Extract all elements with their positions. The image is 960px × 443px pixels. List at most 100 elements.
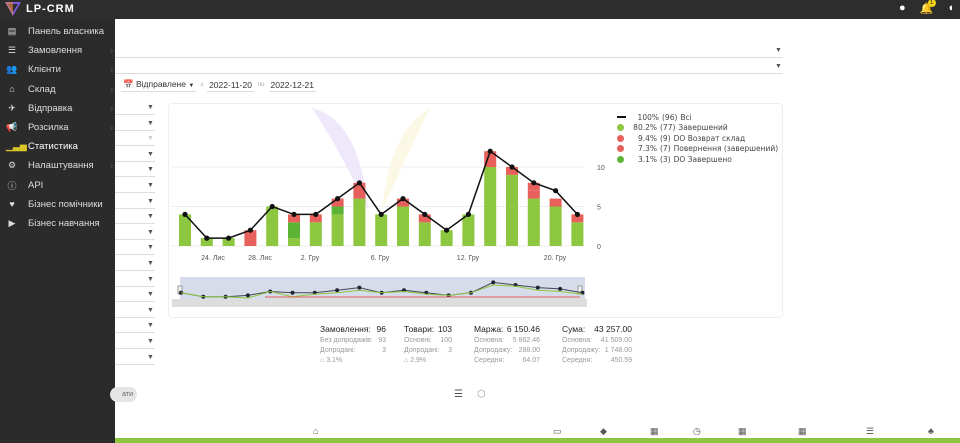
navigator-scrollbar[interactable] bbox=[172, 299, 587, 307]
chevron-down-icon[interactable]: ▼ bbox=[775, 63, 782, 70]
line-point[interactable] bbox=[553, 188, 559, 194]
bar-segment[interactable] bbox=[418, 222, 431, 246]
line-point[interactable] bbox=[509, 164, 515, 170]
bar-segment[interactable] bbox=[571, 222, 584, 246]
bar-segment[interactable] bbox=[288, 238, 300, 246]
line-point[interactable] bbox=[465, 211, 471, 217]
filter-select[interactable] bbox=[115, 192, 155, 193]
sidebar-item-8[interactable]: ⓘ API bbox=[0, 176, 115, 195]
sidebar-item-7[interactable]: ⚙ Налаштування › bbox=[0, 156, 115, 175]
bar-segment[interactable] bbox=[549, 206, 562, 247]
sidebar-item-1[interactable]: ☰ Замовлення › bbox=[0, 41, 115, 60]
chevron-down-icon[interactable]: ▼ bbox=[147, 338, 154, 345]
filter-select[interactable] bbox=[115, 316, 155, 318]
legend-item[interactable]: 3.1% (3) DO Завершено bbox=[617, 154, 778, 165]
line-point[interactable] bbox=[182, 211, 188, 217]
chevron-down-icon[interactable]: ▼ bbox=[147, 306, 154, 314]
bar-segment[interactable] bbox=[353, 198, 366, 246]
bar-segment[interactable] bbox=[527, 182, 540, 191]
bar-segment[interactable] bbox=[331, 214, 344, 246]
line-point[interactable] bbox=[400, 196, 406, 202]
bar-segment[interactable] bbox=[397, 206, 409, 247]
line-point[interactable] bbox=[226, 235, 232, 241]
chevron-down-icon[interactable]: ▼ bbox=[147, 260, 154, 267]
sidebar-item-2[interactable]: 👥 Клієнти › bbox=[0, 60, 115, 79]
chevron-down-icon[interactable]: ▼ bbox=[147, 228, 154, 236]
date-from-input[interactable]: 2022-11-20 bbox=[207, 79, 254, 92]
user-icon[interactable]: ● bbox=[898, 2, 906, 14]
line-point[interactable] bbox=[269, 203, 275, 210]
sidebar-item-5[interactable]: 📢 Розсилка › bbox=[0, 118, 115, 137]
chevron-down-icon[interactable]: ▼ bbox=[147, 150, 154, 158]
chevron-down-icon[interactable]: ▼ bbox=[147, 197, 154, 205]
date-type-select[interactable]: 📅 Відправлене ▼ bbox=[121, 78, 197, 92]
legend-item[interactable]: 9.4% (9) DO Возврат склад bbox=[617, 133, 778, 144]
bar-segment[interactable] bbox=[309, 222, 322, 246]
line-point[interactable] bbox=[378, 211, 384, 217]
line-point[interactable] bbox=[422, 211, 428, 217]
filter-select[interactable] bbox=[115, 207, 155, 209]
bar-segment[interactable] bbox=[309, 214, 322, 223]
bar-segment[interactable] bbox=[200, 238, 213, 246]
bell-icon[interactable]: 🔔 1 bbox=[920, 0, 936, 15]
line-point[interactable] bbox=[531, 180, 537, 186]
chevron-down-icon[interactable]: ▼ bbox=[147, 353, 154, 361]
sidebar-item-3[interactable]: ⌂ Склад › bbox=[0, 80, 115, 99]
sidebar-item-6[interactable]: ▁▃▅ Статистика bbox=[0, 137, 115, 156]
navigator-range[interactable] bbox=[180, 277, 585, 299]
legend-item[interactable]: 100% (96) Всі bbox=[617, 112, 778, 123]
more-icon[interactable]: ◖ bbox=[947, 2, 954, 14]
select-1[interactable] bbox=[115, 57, 783, 58]
chevron-down-icon[interactable]: ▼ bbox=[147, 322, 154, 330]
bar-segment[interactable] bbox=[418, 214, 431, 223]
chevron-down-icon[interactable]: ▼ bbox=[147, 135, 154, 143]
line-point[interactable] bbox=[335, 196, 341, 202]
line-point[interactable] bbox=[313, 211, 319, 217]
filter-select[interactable] bbox=[115, 363, 155, 365]
bar-segment[interactable] bbox=[222, 238, 235, 246]
bar-segment[interactable] bbox=[244, 230, 257, 246]
filter-select[interactable] bbox=[115, 254, 155, 256]
apply-button[interactable]: ати bbox=[110, 387, 137, 402]
legend-item[interactable]: 7.3% (7) Повернення (завершений) bbox=[617, 144, 778, 155]
chevron-down-icon[interactable]: ▼ bbox=[147, 119, 154, 127]
line-point[interactable] bbox=[247, 227, 253, 233]
bar-segment[interactable] bbox=[549, 198, 562, 207]
bar-segment[interactable] bbox=[440, 230, 453, 246]
bar-segment[interactable] bbox=[506, 174, 518, 246]
bar-segment[interactable] bbox=[484, 167, 497, 246]
filter-select[interactable] bbox=[115, 332, 155, 334]
bar-segment[interactable] bbox=[571, 214, 584, 223]
line-point[interactable] bbox=[291, 211, 297, 217]
bar-segment[interactable] bbox=[266, 206, 279, 247]
line-point[interactable] bbox=[487, 148, 493, 154]
chevron-down-icon[interactable]: ▼ bbox=[147, 275, 154, 283]
legend-item[interactable]: 80.2% (77) Завершений bbox=[617, 123, 778, 134]
bar-segment[interactable] bbox=[527, 198, 540, 246]
bar-segment[interactable] bbox=[375, 214, 388, 246]
bar-segment[interactable] bbox=[462, 214, 475, 246]
bar-segment[interactable] bbox=[179, 214, 191, 246]
filter-select[interactable] bbox=[115, 348, 155, 349]
chevron-down-icon[interactable]: ▼ bbox=[147, 182, 154, 189]
select-2[interactable] bbox=[115, 73, 783, 74]
sidebar-item-0[interactable]: ▤ Панель власника bbox=[0, 22, 115, 41]
bar-segment[interactable] bbox=[288, 214, 300, 223]
line-point[interactable] bbox=[444, 227, 450, 233]
sidebar-item-9[interactable]: ♥ Бізнес помічники bbox=[0, 195, 115, 214]
filter-select[interactable] bbox=[115, 114, 155, 115]
sidebar-item-10[interactable]: ▶ Бізнес навчання bbox=[0, 214, 115, 233]
filter-select[interactable] bbox=[115, 129, 155, 131]
filter-select[interactable] bbox=[115, 160, 155, 162]
line-point[interactable] bbox=[204, 235, 210, 241]
sidebar-item-4[interactable]: ✈ Відправка › bbox=[0, 99, 115, 118]
filter-select[interactable] bbox=[115, 176, 155, 178]
bar-segment[interactable] bbox=[484, 151, 497, 167]
filter-select[interactable] bbox=[115, 145, 155, 147]
list-view-icon[interactable]: ☰ bbox=[454, 389, 463, 400]
line-point[interactable] bbox=[356, 180, 362, 186]
filter-select[interactable] bbox=[115, 270, 155, 271]
chevron-down-icon[interactable]: ▼ bbox=[147, 244, 154, 252]
bar-segment[interactable] bbox=[527, 190, 540, 199]
date-to-input[interactable]: 2022-12-21 bbox=[268, 79, 317, 92]
